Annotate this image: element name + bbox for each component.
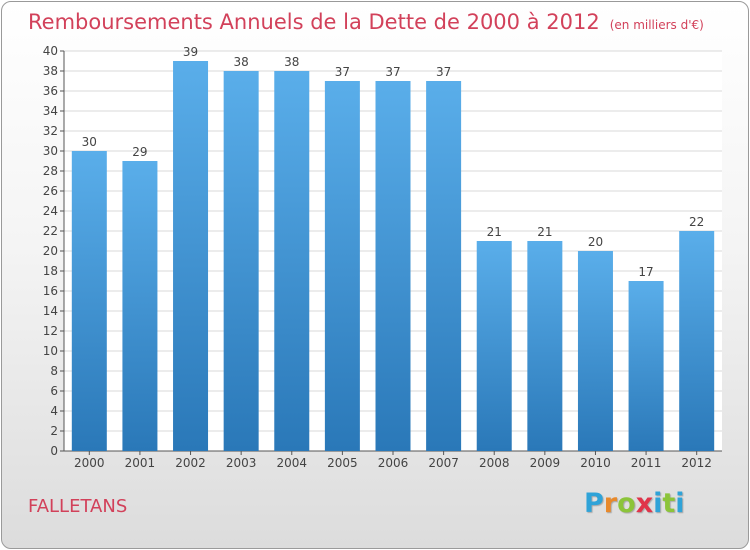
- bar-value-label: 17: [638, 265, 653, 279]
- x-tick-label: 2012: [681, 456, 712, 470]
- logo-letter: t: [662, 488, 676, 519]
- x-tick-label: 2000: [74, 456, 105, 470]
- bar: [426, 81, 462, 451]
- logo-letter: r: [603, 488, 618, 519]
- bar: [679, 231, 715, 451]
- bar: [527, 241, 563, 451]
- y-tick-label: 12: [43, 324, 58, 338]
- y-tick-label: 8: [50, 364, 58, 378]
- bar: [476, 241, 512, 451]
- x-tick-label: 2011: [631, 456, 662, 470]
- x-tick-label: 2006: [378, 456, 409, 470]
- bar: [71, 151, 107, 451]
- y-tick-label: 38: [43, 64, 58, 78]
- bar: [324, 81, 360, 451]
- bar-value-label: 39: [183, 45, 198, 59]
- chart-title: Remboursements Annuels de la Dette de 20…: [28, 10, 704, 34]
- bar-value-label: 38: [234, 55, 249, 69]
- y-tick-label: 20: [43, 244, 58, 258]
- bar-value-label: 37: [335, 65, 350, 79]
- y-tick-label: 14: [43, 304, 58, 318]
- bar-value-label: 37: [385, 65, 400, 79]
- y-tick-label: 24: [43, 204, 58, 218]
- bar: [173, 61, 209, 451]
- place-name: FALLETANS: [28, 496, 128, 517]
- bar-value-label: 29: [132, 145, 147, 159]
- x-tick-label: 2007: [428, 456, 459, 470]
- x-tick-label: 2004: [276, 456, 307, 470]
- x-tick-label: 2001: [125, 456, 156, 470]
- y-tick-label: 32: [43, 124, 58, 138]
- logo-letter: x: [635, 488, 654, 519]
- x-tick-label: 2002: [175, 456, 206, 470]
- y-tick-label: 2: [50, 424, 58, 438]
- y-tick-label: 16: [43, 284, 58, 298]
- y-tick-label: 10: [43, 344, 58, 358]
- x-tick-label: 2009: [530, 456, 561, 470]
- y-tick-label: 22: [43, 224, 58, 238]
- bar: [628, 281, 664, 451]
- bar-value-label: 38: [284, 55, 299, 69]
- unit-note: (en milliers d'€): [609, 18, 704, 32]
- bar: [274, 71, 310, 451]
- y-tick-label: 36: [43, 84, 58, 98]
- bar: [223, 71, 259, 451]
- y-tick-label: 6: [50, 384, 58, 398]
- logo-letter: o: [617, 488, 636, 519]
- bar-value-label: 30: [82, 135, 97, 149]
- bar-value-label: 20: [588, 235, 603, 249]
- proxiti-logo: Proxiti: [584, 488, 685, 519]
- x-tick-label: 2005: [327, 456, 358, 470]
- logo-letter: i: [653, 488, 663, 519]
- bar-value-label: 37: [436, 65, 451, 79]
- y-tick-label: 28: [43, 164, 58, 178]
- bar: [122, 161, 158, 451]
- x-tick-label: 2008: [479, 456, 510, 470]
- bar-value-label: 21: [537, 225, 552, 239]
- x-tick-label: 2003: [226, 456, 257, 470]
- y-tick-label: 30: [43, 144, 58, 158]
- y-tick-label: 34: [43, 104, 58, 118]
- logo-letter: P: [584, 488, 604, 519]
- y-tick-label: 40: [43, 44, 58, 58]
- title-text: Remboursements Annuels de la Dette de 20…: [28, 10, 600, 34]
- bar: [577, 251, 613, 451]
- y-tick-label: 0: [50, 444, 58, 458]
- logo-letter: i: [675, 488, 685, 519]
- bar-value-label: 21: [487, 225, 502, 239]
- bar: [375, 81, 411, 451]
- y-tick-label: 18: [43, 264, 58, 278]
- y-tick-label: 4: [50, 404, 58, 418]
- bar-value-label: 22: [689, 215, 704, 229]
- y-tick-label: 26: [43, 184, 58, 198]
- x-tick-label: 2010: [580, 456, 611, 470]
